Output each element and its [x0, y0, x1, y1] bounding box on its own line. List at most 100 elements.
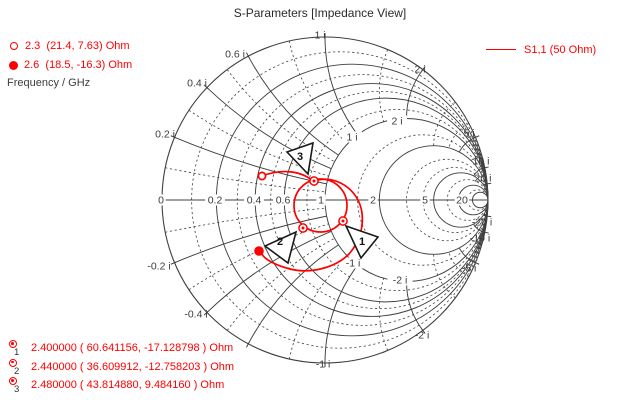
reactance-arc [226, 69, 335, 162]
reactance-arc [378, 49, 389, 122]
series-legend-label: S1,1 (50 Ohm) [524, 44, 597, 56]
rim-label: 1 i [314, 30, 325, 42]
label-mask [244, 194, 264, 206]
marker-1-icon: 1 [6, 340, 28, 360]
reactance-arc [188, 109, 329, 177]
rim-label: -0.4 i [184, 309, 207, 321]
trace-end-filled-circle [254, 246, 264, 256]
rim-label: -2 i [415, 330, 430, 342]
reactance-arc [433, 101, 456, 146]
filled-circle-icon [9, 60, 18, 70]
reactance-arc [378, 278, 389, 351]
marker-3-number: 3 [14, 384, 20, 395]
axis-label: 0.6 [276, 195, 291, 207]
label-mask [387, 274, 413, 286]
label-mask [273, 194, 293, 206]
marker-2-readout: 2.440000 ( 36.609912, -12.758203 ) Ohm [31, 360, 235, 373]
reactance-arc [324, 36, 358, 136]
rim-label: -20 i [472, 217, 492, 229]
label-mask [316, 194, 326, 206]
axis-label: 20 [456, 195, 468, 207]
axis-label: 5 [422, 195, 428, 207]
marker-flag-1[interactable] [344, 224, 380, 260]
marker-3-icon: 3 [6, 377, 28, 397]
label-mask [340, 257, 366, 269]
reactance-arc [247, 244, 339, 345]
reactance-tick [473, 135, 480, 139]
reactance-tick [421, 66, 426, 72]
rim-label: -10 i [470, 233, 490, 245]
legend-item-start: 2.3 (21.4, 7.63) Ohm [10, 40, 130, 52]
marker-1-number: 1 [14, 347, 20, 358]
reactance-tick [245, 341, 250, 348]
label-mask [387, 115, 407, 127]
reactance-tick [482, 166, 489, 169]
reactance-arc [206, 87, 332, 170]
inner-label: -1 i [346, 258, 361, 270]
label-mask [156, 194, 166, 206]
reactance-tick [482, 231, 489, 234]
rim-label: 0.2 i [155, 129, 175, 141]
marker-dot-icon [9, 340, 17, 348]
label-mask [454, 194, 470, 206]
reactance-arc [288, 40, 348, 145]
marker-flag-label-1: 1 [359, 236, 365, 248]
trace-marker-3-center [312, 179, 316, 183]
label-mask [205, 194, 225, 206]
marker-1-readout: 2.400000 ( 60.641156, -17.128798 ) Ohm [31, 342, 234, 354]
reactance-arc [406, 69, 424, 119]
axis-label: 0 [158, 195, 164, 207]
reactance-tick [170, 135, 177, 139]
legend-start-label: 2.3 (21.4, 7.63) Ohm [25, 40, 130, 52]
inner-label: 2 i [391, 116, 402, 128]
reactance-arc [247, 55, 339, 156]
trace-marker-2-center [301, 226, 305, 230]
marker-flag-3[interactable] [285, 141, 315, 176]
reactance-tick [485, 182, 492, 185]
reactance-arc [165, 167, 326, 193]
axis-label: 2 [370, 195, 376, 207]
axis-label: 1 [318, 195, 324, 207]
reactance-arc [324, 264, 358, 364]
reactance-arc [165, 207, 326, 233]
rim-label: 2 i [414, 64, 425, 76]
marker-2-icon: 2 [6, 358, 28, 379]
s11-trace [261, 170, 314, 182]
rim-label: -0.2 i [147, 261, 170, 273]
trace-marker-1-center [341, 219, 345, 223]
reactance-arc [206, 230, 332, 313]
marker-dot-icon [9, 377, 17, 385]
page-title: S-Parameters [Impedance View] [233, 6, 407, 20]
marker-flag-label-2: 2 [277, 236, 283, 248]
series-line-icon [486, 49, 516, 50]
trace-start-open-circle [257, 171, 267, 181]
reactance-arc [448, 252, 470, 278]
marker-dot-icon [9, 358, 17, 367]
label-mask [342, 131, 362, 143]
rim-label: 0.6 i [225, 49, 245, 61]
frequency-axis-caption: Frequency / GHz [7, 77, 91, 89]
marker-flag-2[interactable] [263, 230, 298, 265]
s11-trace [260, 178, 364, 272]
inner-label: 1 i [346, 132, 357, 144]
label-mask [420, 194, 430, 206]
reactance-arc [288, 255, 348, 360]
reactance-arc [433, 254, 456, 299]
reactance-arc [174, 215, 327, 264]
axis-label: 0.2 [208, 195, 223, 207]
rim-label: 10 i [473, 156, 490, 168]
reactance-tick [203, 84, 209, 90]
label-mask [368, 194, 378, 206]
reactance-tick [170, 261, 177, 265]
rim-label: 0.4 i [187, 78, 207, 90]
open-circle-icon [10, 42, 18, 50]
reactance-arc [448, 122, 470, 148]
reactance-tick [485, 215, 492, 218]
legend-end-label: 2.6 (18.5, -16.3) Ohm [24, 59, 133, 71]
rim-label: 20 i [475, 173, 492, 185]
marker-2-number: 2 [14, 365, 20, 377]
legend-item-end: 2.6 (18.5, -16.3) Ohm [9, 59, 132, 71]
marker-3-readout: 2.480000 ( 43.814880, 9.484160 ) Ohm [31, 379, 225, 391]
